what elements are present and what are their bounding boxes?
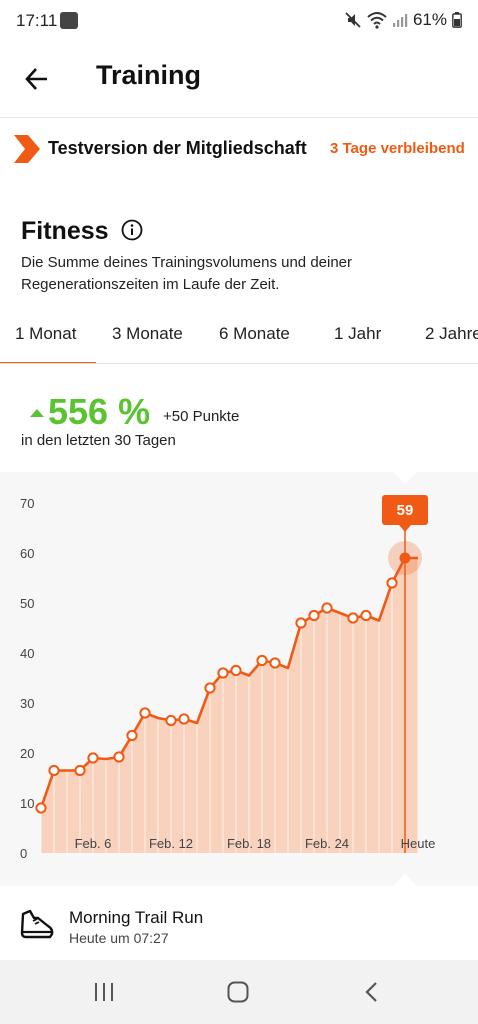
page-title: Training <box>96 60 202 90</box>
tab-6-months[interactable]: 6 Monate <box>219 324 290 343</box>
activity-name: Morning Trail Run <box>69 908 204 927</box>
tab-3-months[interactable]: 3 Monate <box>112 324 183 343</box>
data-point <box>256 654 268 667</box>
trend-up-icon <box>30 409 44 417</box>
fitness-chart-svg[interactable]: 0 10 20 30 40 50 60 70 59 Feb. 6 Feb. 12 Feb. 18 Feb… <box>0 472 478 886</box>
x-tick-label: Feb. 6 <box>75 836 112 851</box>
data-point <box>204 682 216 694</box>
x-tick-label: Heute <box>401 836 436 851</box>
data-point <box>139 707 151 719</box>
data-point <box>48 764 60 777</box>
y-tick-label: 70 <box>20 496 34 511</box>
y-tick-label: 0 <box>20 846 27 861</box>
home-icon <box>227 981 249 1003</box>
area-fill <box>41 558 418 853</box>
trial-remaining: 3 Tage verbleibend <box>330 140 465 157</box>
nav-home-button[interactable] <box>218 977 258 1007</box>
change-period: in den letzten 30 Tagen <box>21 432 176 449</box>
status-icons: 61% <box>344 10 462 30</box>
trial-label: Testversion der Mitgliedschaft <box>48 138 307 158</box>
data-point <box>126 729 138 742</box>
status-bar: 17:11 61% <box>0 0 478 42</box>
data-point <box>113 751 125 763</box>
y-tick-label: 30 <box>20 696 34 711</box>
highlight-tooltip <box>382 495 428 525</box>
nav-recents-button[interactable] <box>84 977 124 1007</box>
fitness-summary: 556 % +50 Punkte in den letzten 30 Tagen <box>0 384 478 450</box>
status-time: 17:11 <box>16 11 58 30</box>
wifi-icon <box>367 12 387 29</box>
signal-icon <box>392 14 408 27</box>
recents-icon <box>95 983 113 1001</box>
data-point <box>35 802 47 814</box>
highlight-point <box>399 552 411 564</box>
highlight-tooltip-pointer <box>399 525 411 532</box>
chevron-badge-icon <box>14 135 40 163</box>
change-points: +50 Punkte <box>163 408 240 425</box>
fitness-chart[interactable]: 0 10 20 30 40 50 60 70 59 Feb. 6 Feb. 12 Feb. 18 Feb… <box>0 472 478 886</box>
chart-top-notch <box>393 472 417 484</box>
arrow-left-icon <box>25 68 47 90</box>
y-tick-label: 50 <box>20 596 34 611</box>
data-point <box>386 577 398 589</box>
x-tick-label: Feb. 18 <box>227 836 271 851</box>
back-button[interactable] <box>20 62 54 96</box>
data-point <box>308 609 320 622</box>
trial-banner[interactable]: Testversion der Mitgliedschaft 3 Tage ve… <box>0 119 478 179</box>
battery-icon <box>452 12 462 28</box>
battery-percent: 61% <box>412 10 447 29</box>
fitness-title: Fitness <box>21 217 109 245</box>
tab-2-years[interactable]: 2 Jahre <box>425 324 478 343</box>
range-tabs: 1 Monat 3 Monate 6 Monate 1 Jahr 2 Jahre <box>0 306 478 364</box>
data-point <box>178 713 190 725</box>
nav-back-button[interactable] <box>352 977 392 1007</box>
info-circle-icon[interactable] <box>121 219 143 241</box>
notification-icon <box>60 12 78 29</box>
tab-selected-indicator <box>0 362 96 363</box>
data-point <box>230 664 242 677</box>
activity-time: Heute um 07:27 <box>69 930 169 946</box>
x-tick-label: Feb. 24 <box>305 836 349 851</box>
data-point <box>269 657 281 669</box>
data-point <box>295 617 307 629</box>
app-bar: Training <box>0 42 478 118</box>
data-point <box>165 714 177 727</box>
data-point <box>321 602 333 614</box>
tab-1-year[interactable]: 1 Jahr <box>334 324 382 343</box>
chart-bottom-notch <box>393 874 417 886</box>
y-tick-label: 10 <box>20 796 34 811</box>
activity-item[interactable]: Morning Trail Run Heute um 07:27 <box>0 888 478 960</box>
y-tick-label: 40 <box>20 646 34 661</box>
highlight-label: 59 <box>397 502 414 519</box>
system-nav-bar <box>0 960 478 1024</box>
data-point <box>347 612 359 624</box>
data-point <box>360 609 372 622</box>
tab-1-month[interactable]: 1 Monat <box>15 324 77 343</box>
x-tick-label: Feb. 12 <box>149 836 193 851</box>
nav-back-icon <box>365 982 377 1002</box>
data-point <box>74 764 86 777</box>
fitness-description: Die Summe deines Trainingsvolumens und d… <box>21 254 353 293</box>
mute-icon <box>345 12 361 28</box>
y-tick-label: 60 <box>20 546 34 561</box>
running-shoe-icon <box>20 909 54 939</box>
change-percent: 556 % <box>48 391 151 432</box>
y-tick-label: 20 <box>20 746 34 761</box>
data-point <box>87 752 99 764</box>
data-point <box>217 667 229 679</box>
